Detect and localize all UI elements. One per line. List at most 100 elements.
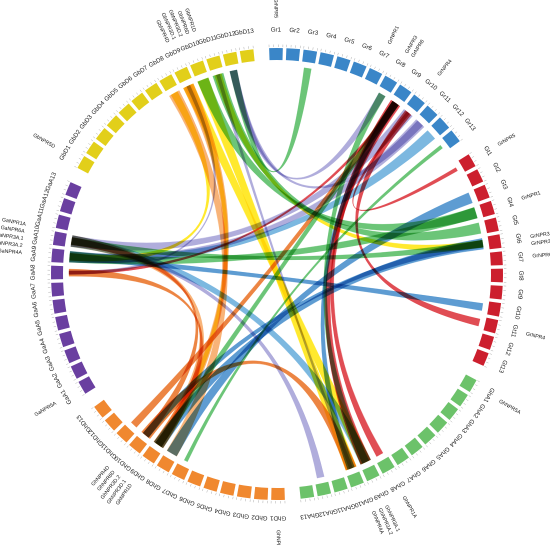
chromosome-label-gt6: Gt6 — [514, 233, 522, 244]
chromosome-block-gt8 — [490, 268, 503, 283]
chromosome-tick — [122, 103, 125, 106]
chromosome-tick — [457, 135, 461, 138]
chromosome-block-gr9 — [393, 84, 412, 102]
chromosome-tick — [60, 350, 64, 352]
synteny-link-gr10-gt11 — [355, 110, 481, 327]
chromosome-tick — [81, 153, 84, 156]
gene-label: GrNPR1 — [521, 190, 542, 202]
gene-label: GrNPR4 — [437, 58, 454, 77]
synteny-link-gbd12-gr8 — [229, 69, 386, 180]
chromosome-tick — [409, 458, 412, 461]
chromosome-tick — [359, 485, 362, 488]
chromosome-label-gbd1: GbD1 — [58, 144, 72, 162]
chromosome-tick — [209, 54, 211, 58]
chromosome-tick — [226, 50, 228, 53]
chromosome-block-gha7 — [391, 447, 410, 466]
chromosome-tick — [389, 74, 392, 78]
chromosome-tick — [438, 112, 441, 115]
chromosome-tick — [65, 184, 68, 187]
chromosome-tick — [447, 423, 450, 426]
synteny-link-gbd12-gr11 — [229, 69, 424, 189]
chromosome-label-gaa2: GaA2 — [51, 371, 64, 389]
chromosome-label-gr8: Gr8 — [394, 58, 407, 70]
chromosome-tick — [77, 386, 80, 388]
chromosome-tick — [334, 493, 336, 496]
chromosome-tick — [493, 341, 497, 343]
chromosome-tick — [64, 359, 67, 361]
chromosome-tick — [408, 86, 410, 89]
chromosome-tick — [181, 65, 183, 68]
chromosome-block-gaa6 — [52, 298, 67, 314]
chromosome-tick — [170, 474, 172, 478]
chromosome-tick — [325, 49, 327, 53]
chromosome-block-ghd6 — [187, 470, 205, 487]
chromosome-tick — [362, 61, 364, 64]
chromosome-tick — [387, 472, 389, 475]
chromosome-tick — [379, 476, 382, 479]
chromosome-block-gbd9 — [174, 66, 192, 84]
gene-label: GaNPR4A — [0, 248, 23, 256]
chromosome-block-gha10 — [347, 471, 364, 488]
chromosome-tick — [347, 489, 349, 493]
chromosome-tick — [55, 334, 59, 336]
chromosome-block-gr1 — [269, 47, 283, 61]
chromosome-tick — [197, 58, 199, 62]
chromosome-tick — [466, 399, 469, 401]
synteny-links — [68, 67, 484, 479]
chromosome-label-gbd5: GbD5 — [103, 87, 120, 103]
chromosome-label-ghd6: GhD6 — [178, 494, 196, 507]
chromosome-block-ghd9 — [142, 446, 161, 464]
chromosome-label-gha5: GhA5 — [434, 445, 451, 461]
chromosome-tick — [341, 54, 344, 57]
chromosome-tick — [52, 226, 55, 228]
chromosome-label-gbd6: GbD6 — [117, 75, 134, 91]
chromosome-tick — [421, 97, 424, 100]
chromosome-tick — [474, 160, 477, 162]
synteny-link-gaa10-gha12 — [70, 237, 325, 479]
chromosome-tick — [140, 456, 143, 459]
chromosome-tick — [382, 474, 385, 477]
chromosome-tick — [90, 139, 94, 142]
chromosome-tick — [139, 89, 142, 92]
chromosome-tick — [107, 119, 110, 122]
chromosome-block-gbd5 — [118, 103, 137, 122]
chromosome-tick — [161, 75, 163, 78]
chromosome-tick — [73, 379, 76, 381]
chromosome-block-gaa9 — [51, 248, 65, 263]
chromosome-tick — [453, 416, 456, 419]
chromosome-block-gaa1 — [78, 376, 96, 394]
chromosome-tick — [367, 482, 369, 485]
chromosome-tick — [142, 87, 145, 90]
chromosome-tick — [66, 363, 69, 365]
chromosome-tick — [489, 353, 493, 355]
chromosome-tick — [120, 440, 123, 443]
chromosome-block-gha12 — [315, 481, 332, 497]
chromosome-tick — [210, 491, 213, 494]
chromosome-tick — [343, 490, 345, 494]
chromosome-block-gt9 — [489, 285, 503, 300]
gene-label: GrNPR3.2 — [530, 231, 550, 240]
chromosome-tick — [78, 157, 82, 160]
chromosome-tick — [364, 483, 366, 486]
chromosome-ring — [47, 44, 507, 504]
chromosome-tick — [432, 438, 435, 442]
synteny-link-gaa8-gbd9 — [68, 84, 216, 275]
chromosome-tick — [443, 118, 446, 121]
chromosome-tick — [111, 431, 114, 434]
chromosome-label-gt4: Gt4 — [505, 196, 515, 208]
chromosome-tick — [128, 98, 131, 101]
chromosome-tick — [99, 418, 102, 421]
chromosome-tick — [358, 59, 360, 63]
chromosome-block-gaa12 — [59, 198, 76, 215]
chromosome-tick — [151, 464, 154, 467]
chromosome-block-gbd1 — [77, 155, 95, 174]
chromosome-label-gr10: Gr10 — [423, 78, 439, 92]
chromosome-block-gt5 — [484, 217, 499, 234]
chromosome-tick — [218, 52, 220, 55]
chromosome-label-gaa6: GaA6 — [31, 301, 40, 318]
chromosome-tick — [69, 370, 72, 373]
chromosome-label-gha4: GhA4 — [447, 432, 463, 449]
chromosome-block-gt11 — [483, 317, 499, 334]
chromosome-tick — [213, 53, 215, 56]
chromosome-tick — [188, 62, 190, 65]
